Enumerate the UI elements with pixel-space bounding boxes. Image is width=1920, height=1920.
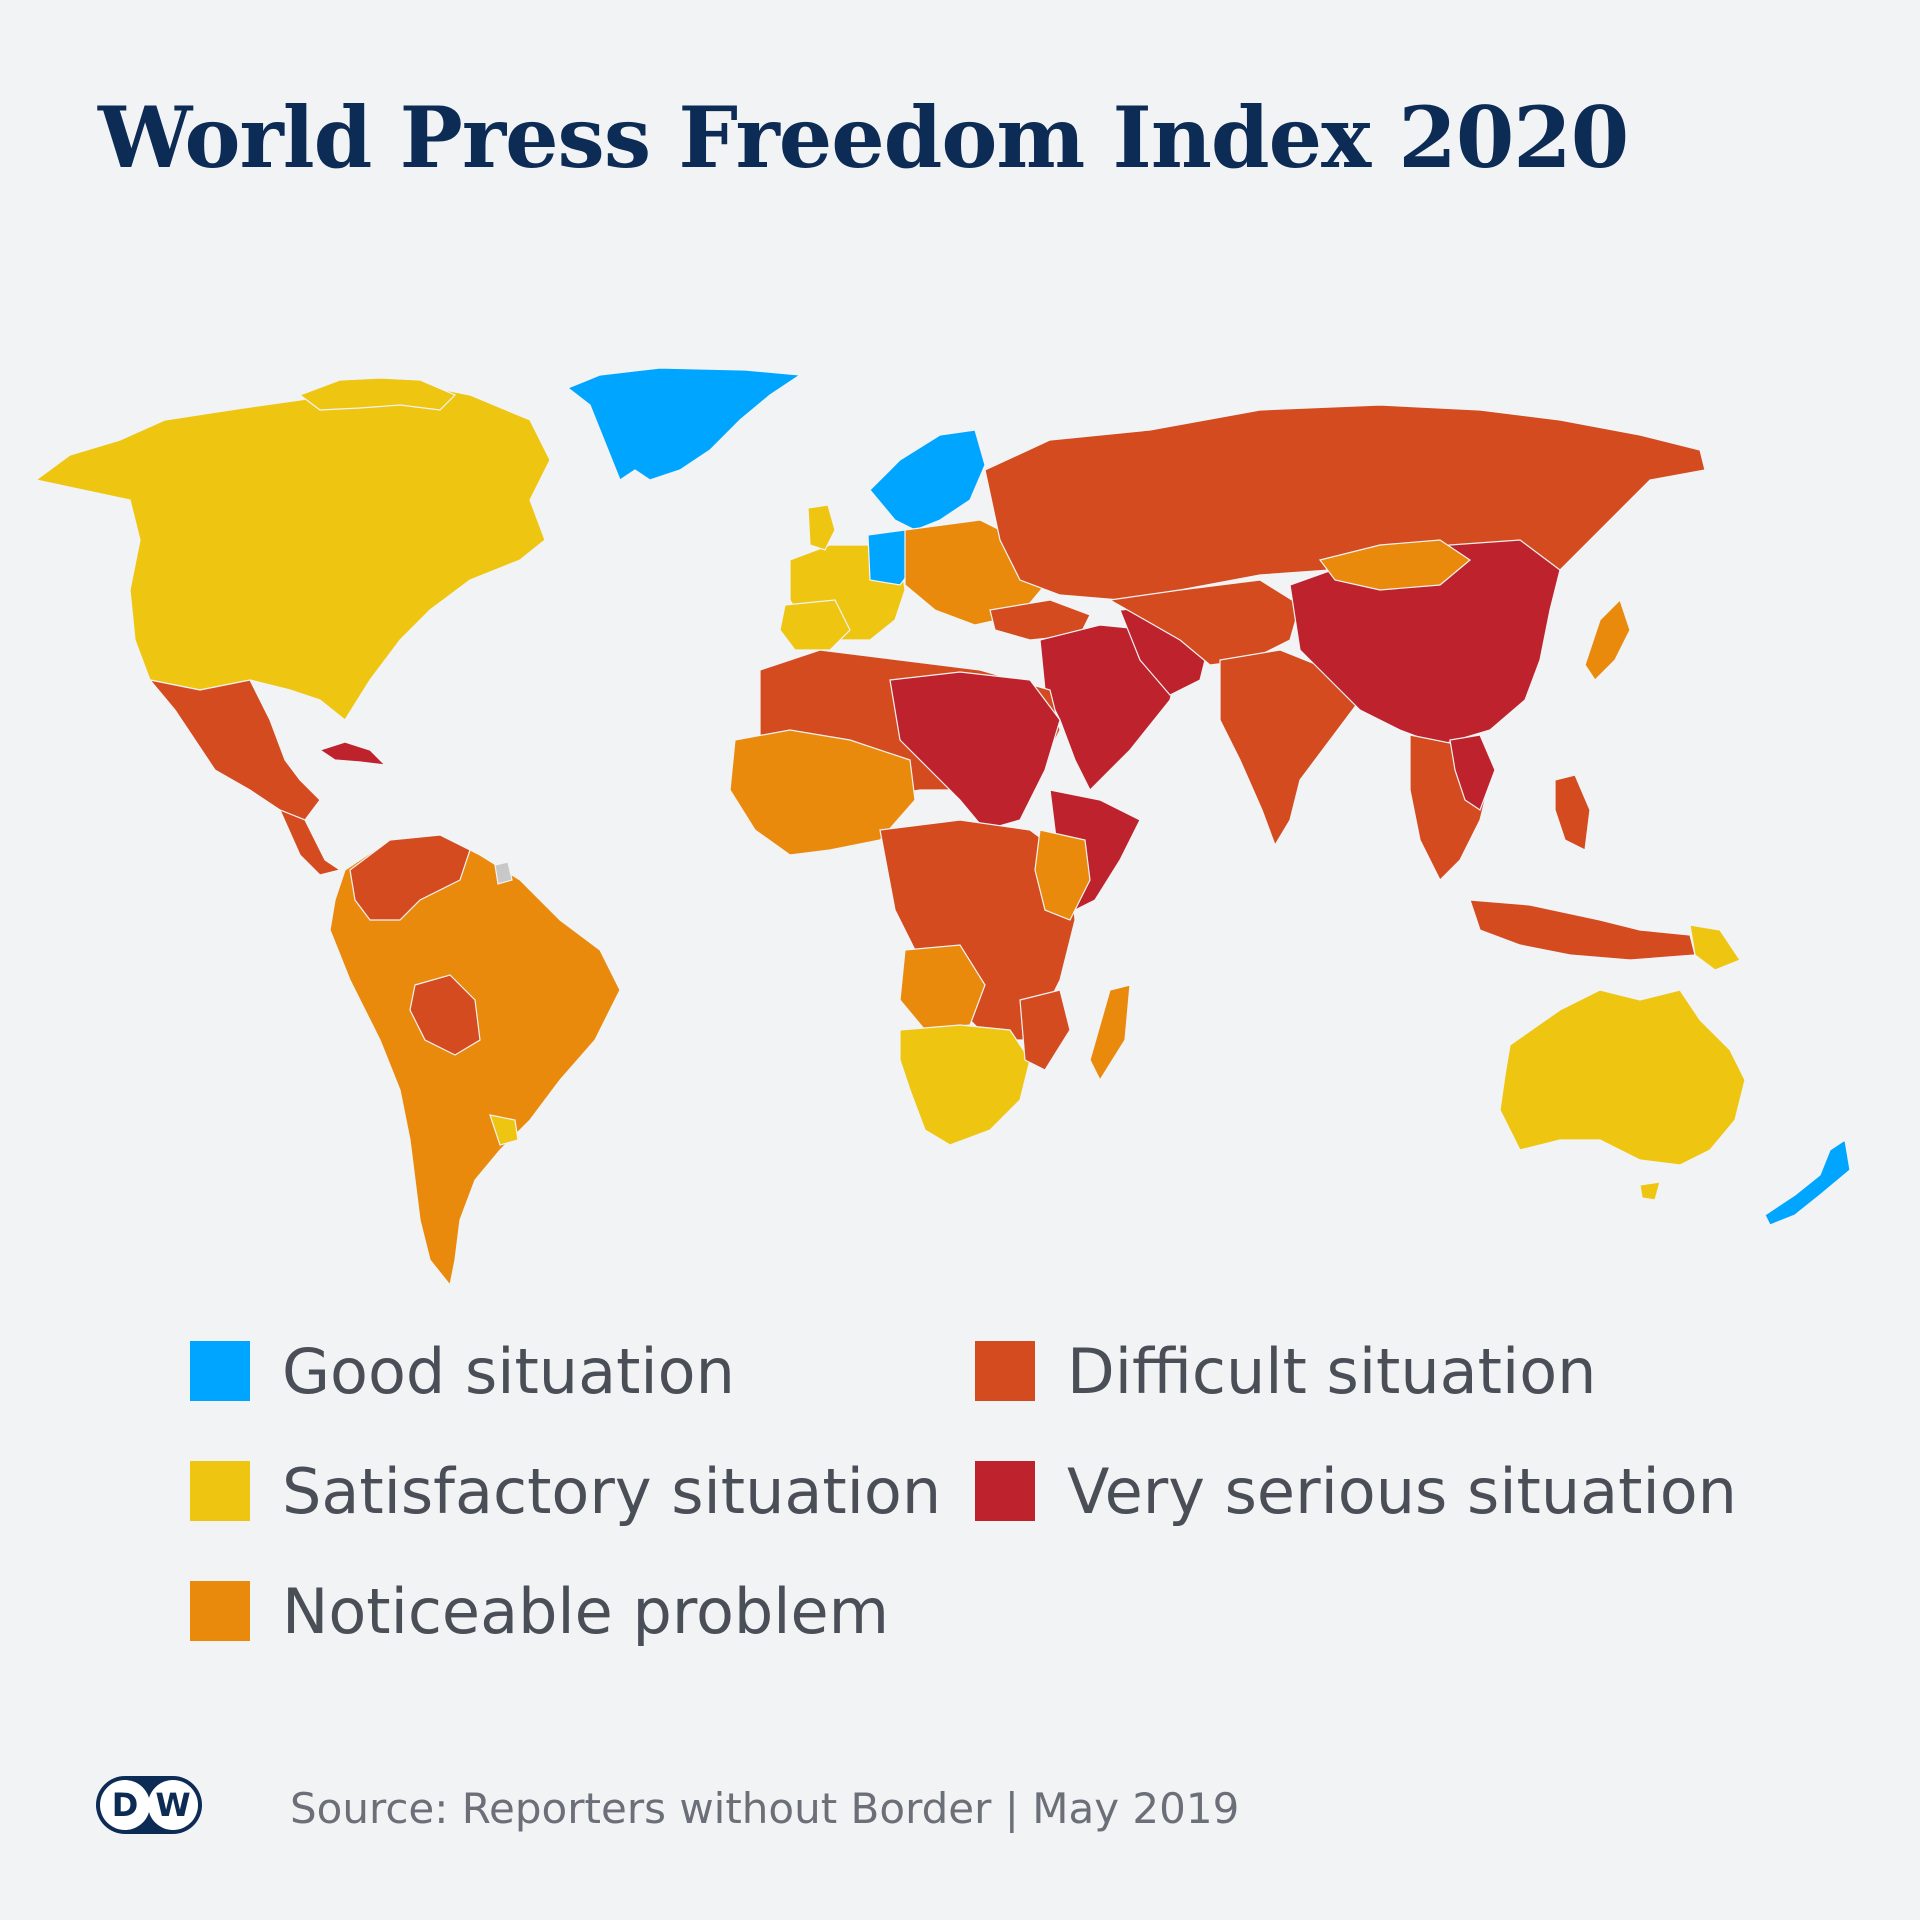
dw-logo-d: D xyxy=(100,1780,150,1830)
dw-logo-w: W xyxy=(148,1780,198,1830)
region-uruguay xyxy=(489,1114,519,1146)
legend-swatch-difficult xyxy=(975,1341,1035,1401)
legend-label-satisfactory: Satisfactory situation xyxy=(282,1454,942,1528)
region-cuba xyxy=(318,741,387,766)
region-iberia xyxy=(779,599,851,651)
region-philippines xyxy=(1554,774,1591,851)
region-north-america xyxy=(34,384,551,721)
legend-item-very-serious: Very serious situation xyxy=(975,1455,1737,1528)
region-central-america xyxy=(278,808,342,876)
region-vietnam xyxy=(1449,734,1496,811)
region-uk xyxy=(807,504,836,551)
legend-swatch-satisfactory xyxy=(190,1461,250,1521)
dw-logo: D W xyxy=(96,1776,202,1834)
source-note: Source: Reporters without Border | May 2… xyxy=(290,1784,1240,1833)
region-greenland xyxy=(566,367,802,481)
region-mongolia xyxy=(1318,539,1472,591)
region-tasmania xyxy=(1639,1181,1661,1201)
legend-label-very-serious: Very serious situation xyxy=(1067,1454,1737,1528)
region-west-africa xyxy=(729,729,916,856)
region-arctic-islands xyxy=(298,377,457,411)
region-bolivia xyxy=(409,974,481,1056)
region-southern-africa xyxy=(899,1024,1031,1146)
legend-item-good: Good situation xyxy=(190,1335,735,1408)
legend-item-satisfactory: Satisfactory situation xyxy=(190,1455,941,1528)
region-madagascar xyxy=(1089,984,1131,1082)
region-venezuela xyxy=(349,834,471,921)
region-mexico xyxy=(148,679,321,821)
legend-swatch-very-serious xyxy=(975,1461,1035,1521)
region-indonesia xyxy=(1469,899,1696,961)
region-china xyxy=(1289,539,1561,746)
region-central-asia xyxy=(1108,579,1301,666)
region-scandinavia xyxy=(869,429,986,531)
region-libya-egypt-sudan xyxy=(889,671,1061,831)
legend-label-good: Good situation xyxy=(282,1334,735,1408)
world-map xyxy=(34,367,1851,1287)
region-south-america xyxy=(329,834,621,1287)
region-new-zealand xyxy=(1764,1138,1851,1226)
region-japan xyxy=(1584,598,1631,681)
region-french-guiana xyxy=(494,861,513,885)
legend-swatch-noticeable xyxy=(190,1581,250,1641)
legend-label-noticeable: Noticeable problem xyxy=(282,1574,890,1648)
legend-label-difficult: Difficult situation xyxy=(1067,1334,1597,1408)
footer: D W xyxy=(96,1776,202,1834)
page-title: World Press Freedom Index 2020 xyxy=(98,88,1629,187)
legend-swatch-good xyxy=(190,1341,250,1401)
legend-item-noticeable: Noticeable problem xyxy=(190,1575,889,1648)
legend-item-difficult: Difficult situation xyxy=(975,1335,1596,1408)
region-australia xyxy=(1499,989,1746,1166)
region-papua xyxy=(1689,924,1741,971)
region-east-africa xyxy=(1034,829,1091,921)
region-angola xyxy=(899,944,986,1031)
region-mozambique xyxy=(1019,989,1071,1071)
